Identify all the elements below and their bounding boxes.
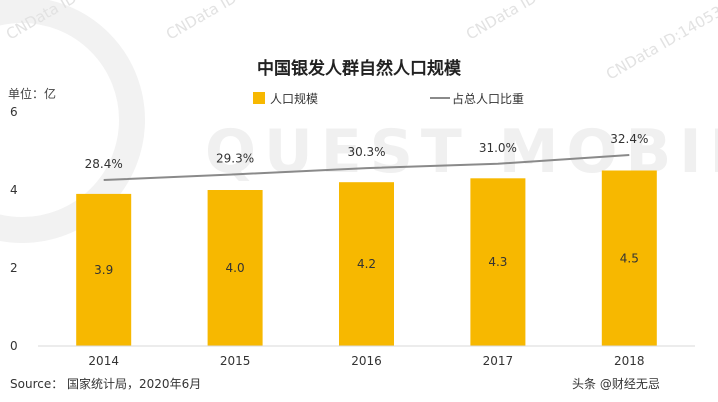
bar <box>207 190 263 346</box>
bar <box>76 193 132 346</box>
footer-brand: 头条 @财经无忌 <box>572 377 660 391</box>
bar-series: 3.9 4.0 4.2 4.3 4.5 <box>76 170 657 346</box>
y-unit-label: 单位：亿 <box>8 86 56 101</box>
bar-value-label: 4.0 <box>226 261 245 275</box>
watermark-ring <box>0 0 145 243</box>
line-series: 28.4% 29.3% 30.3% 31.0% 32.4% <box>85 132 648 181</box>
source-note: Source： 国家统计局，2020年6月 <box>10 376 201 391</box>
watermark-id-4: CNData ID:14053 <box>603 2 718 83</box>
bar <box>470 178 526 346</box>
legend-swatch-bar <box>253 92 265 104</box>
line-value-label: 31.0% <box>479 141 517 155</box>
bar-value-label: 4.5 <box>620 251 639 265</box>
watermark-id-2: CNData ID:14053 <box>163 0 285 43</box>
bar <box>339 182 394 346</box>
line-path <box>103 154 630 181</box>
bar-value-label: 3.9 <box>94 263 113 277</box>
x-tick-label: 2016 <box>351 354 382 368</box>
legend-label-bar: 人口规模 <box>270 91 318 106</box>
line-value-label: 30.3% <box>347 145 385 159</box>
x-tick-label: 2017 <box>483 354 514 368</box>
legend: 人口规模 占总人口比重 <box>253 91 524 106</box>
line-value-label: 32.4% <box>610 132 648 146</box>
y-axis: 0 2 4 6 <box>10 105 18 353</box>
legend-label-line: 占总人口比重 <box>452 91 524 106</box>
y-tick-label: 0 <box>10 339 18 353</box>
y-tick-label: 2 <box>10 261 18 275</box>
x-tick-label: 2015 <box>220 354 251 368</box>
line-value-label: 28.4% <box>85 157 123 171</box>
bar-value-label: 4.2 <box>357 257 376 271</box>
x-axis: 2014 2015 2016 2017 2018 <box>38 345 695 368</box>
x-tick-label: 2014 <box>88 354 119 368</box>
chart-title: 中国银发人群自然人口规模 <box>257 58 462 79</box>
y-tick-label: 6 <box>10 105 18 119</box>
bar <box>601 170 657 346</box>
bar-value-label: 4.3 <box>488 255 507 269</box>
watermark-id-3: CNData ID:14053 <box>463 0 585 43</box>
line-value-label: 29.3% <box>216 151 254 165</box>
y-tick-label: 4 <box>10 183 18 197</box>
x-tick-label: 2018 <box>614 354 645 368</box>
